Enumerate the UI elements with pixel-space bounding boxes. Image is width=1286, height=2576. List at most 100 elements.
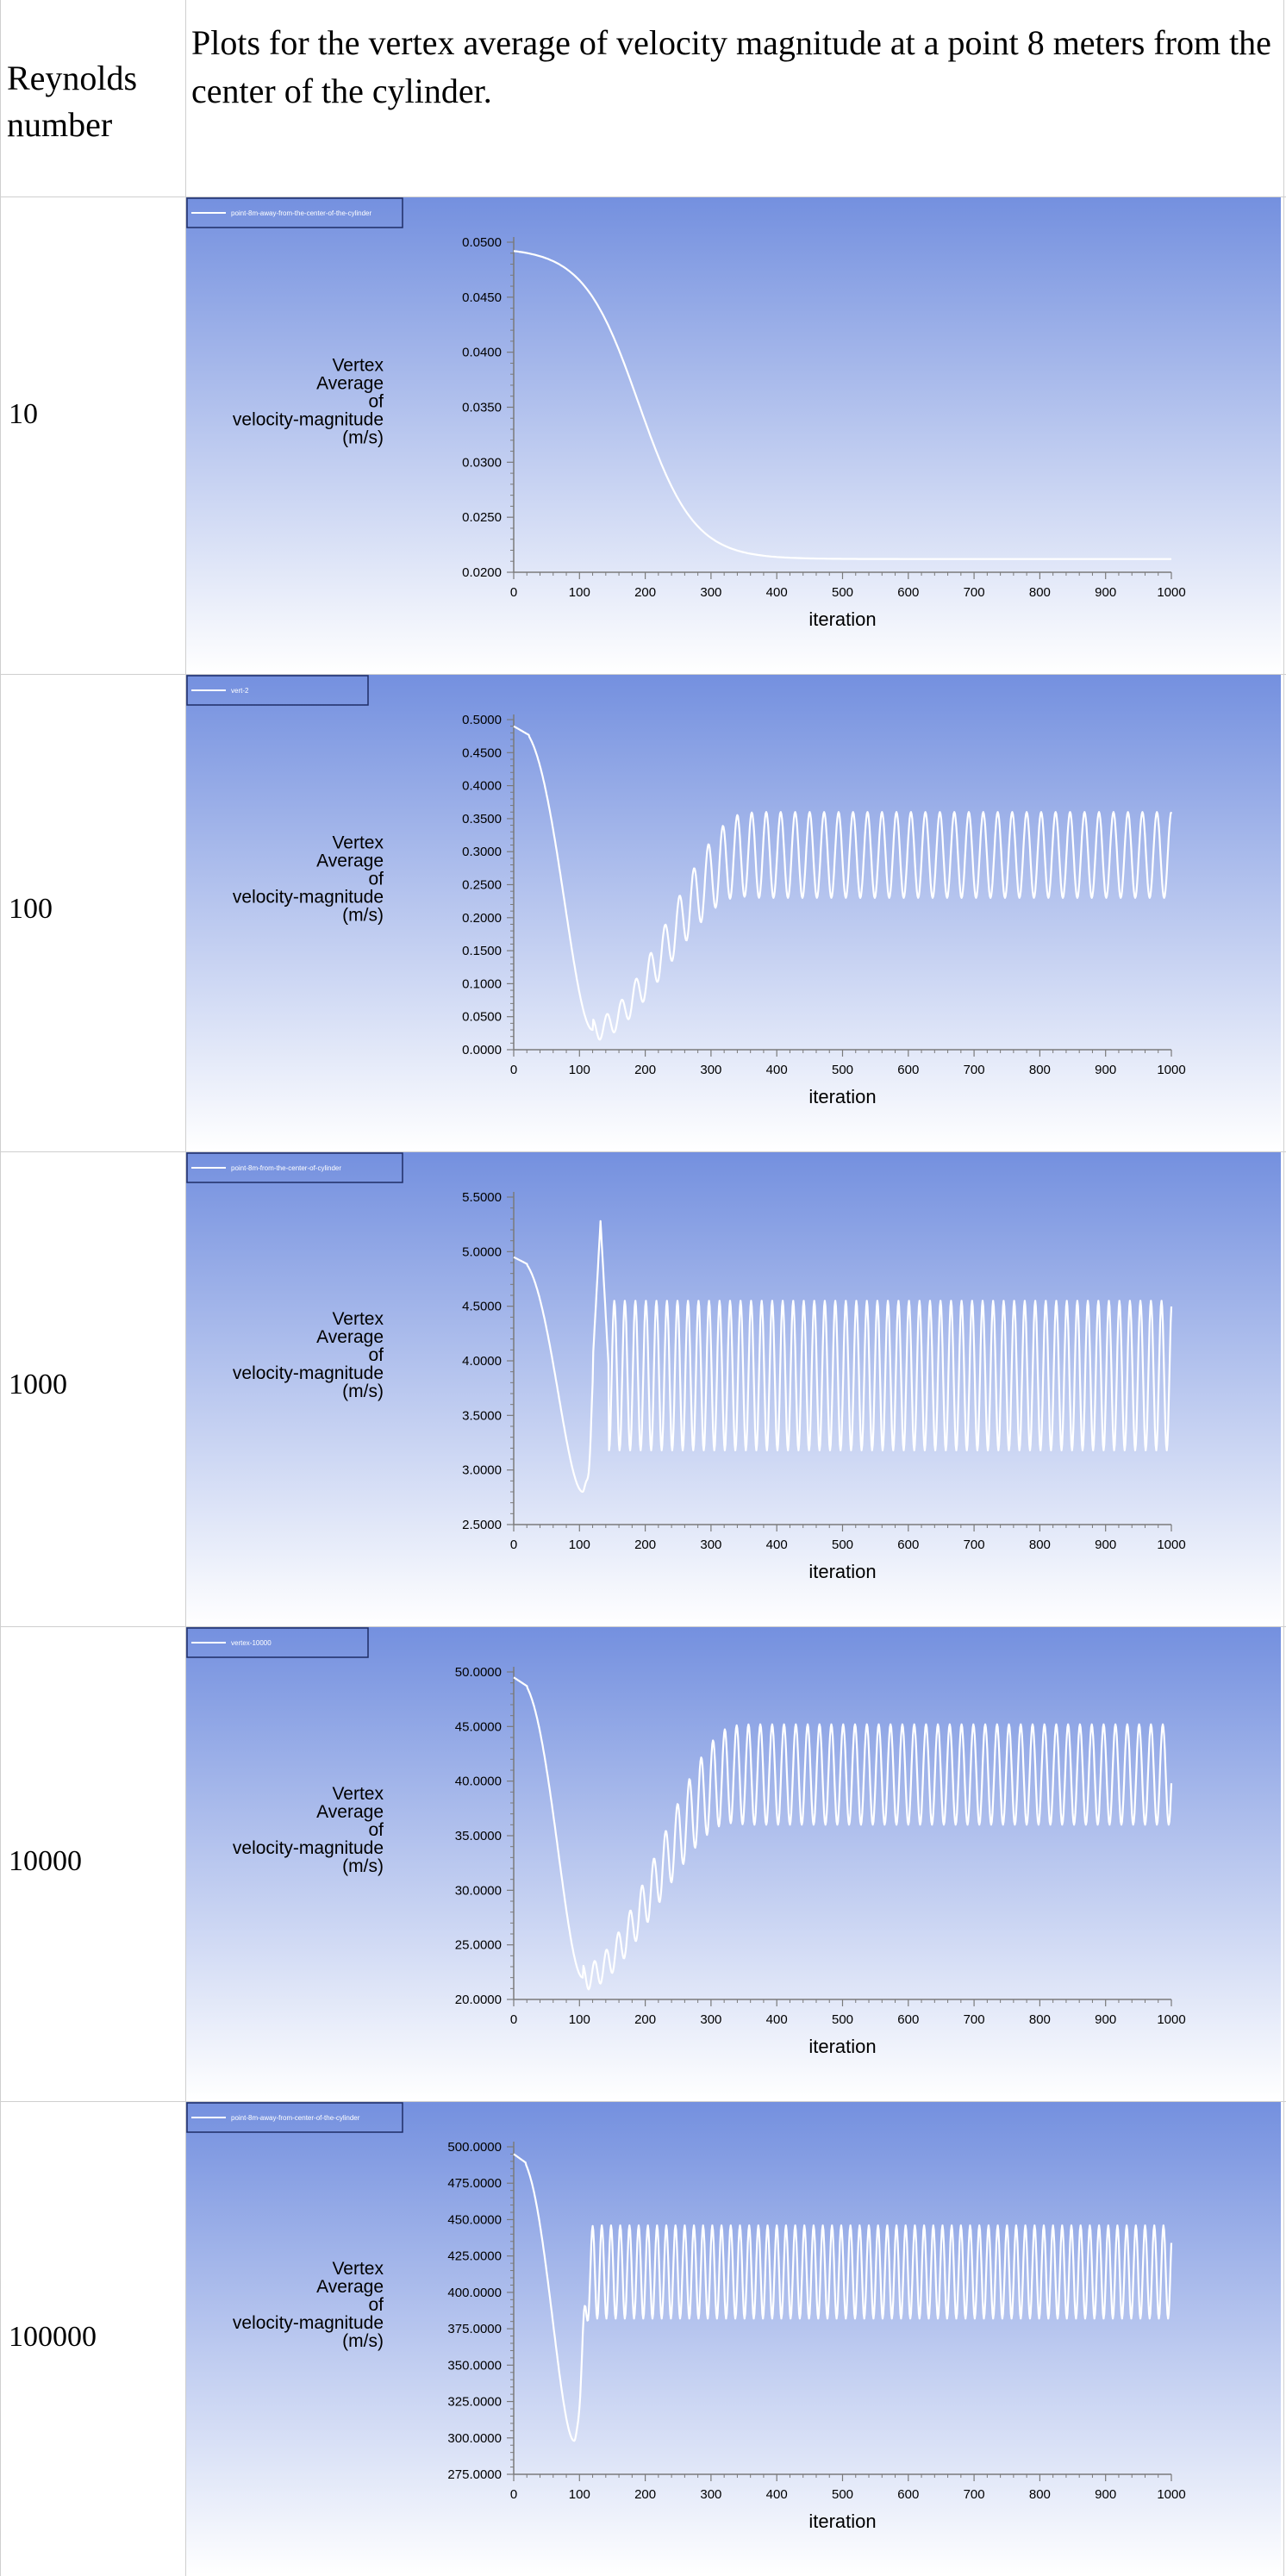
y-tick-label: 0.5000 — [462, 713, 502, 727]
y-tick-label: 0.4500 — [462, 745, 502, 760]
y-axis-label-line: Average — [316, 2277, 384, 2297]
y-tick-label: 0.1000 — [462, 976, 502, 991]
chart-legend: vertex-10000 — [186, 1627, 369, 1658]
y-axis-label-line: velocity-magnitude — [233, 1838, 384, 1858]
legend-frame — [186, 1152, 403, 1183]
reynolds-value: 10 — [9, 398, 38, 430]
x-tick-label: 1000 — [1157, 2012, 1185, 2027]
y-axis-label-line: velocity-magnitude — [233, 410, 384, 430]
y-axis-label-line: of — [368, 1820, 384, 1840]
y-tick-label: 475.0000 — [447, 2176, 502, 2191]
y-tick-label: 300.0000 — [447, 2431, 502, 2446]
legend-label: vert-2 — [231, 687, 249, 695]
y-tick-label: 275.0000 — [447, 2467, 502, 2482]
x-axis-label: iteration — [808, 2036, 876, 2057]
x-tick-label: 400 — [766, 2012, 788, 2027]
table-border-middle — [185, 0, 186, 2576]
x-tick-label: 200 — [634, 2012, 656, 2027]
y-tick-label: 5.5000 — [462, 1190, 502, 1205]
x-tick-label: 700 — [964, 1537, 985, 1552]
chart-svg: point-8m-from-the-center-of-cylinder 2.50… — [186, 1152, 1281, 1625]
x-tick-label: 300 — [700, 2487, 721, 2502]
y-tick-label: 450.0000 — [447, 2212, 502, 2227]
y-axis-label-line: (m/s) — [342, 1856, 384, 1876]
x-tick-label: 400 — [766, 1063, 788, 1077]
chart-background — [186, 2102, 1281, 2575]
reynolds-value: 100 — [9, 893, 53, 925]
y-tick-label: 30.0000 — [455, 1883, 502, 1898]
y-axis-label-line: Vertex — [332, 833, 384, 853]
table-row-divider — [0, 2101, 1286, 2102]
table-border-right — [1283, 0, 1284, 2576]
series-line — [513, 2153, 1173, 2442]
x-axis-label: iteration — [808, 608, 876, 630]
y-tick-label: 4.0000 — [462, 1354, 502, 1369]
y-axis-label-line: Average — [316, 1327, 384, 1347]
x-tick-label: 100 — [569, 585, 590, 600]
y-tick-label: 0.0500 — [462, 235, 502, 250]
plot-re-100000: point-8m-away-from-center-of-the-cylinde… — [186, 2102, 1281, 2575]
x-tick-label: 700 — [964, 2012, 985, 2027]
x-tick-label: 1000 — [1157, 585, 1185, 600]
series-line — [513, 250, 1171, 560]
chart-svg: vertex-10000 20.0000 25.0000 30.0000 35.0000… — [186, 1627, 1281, 2100]
y-axis-label-line: velocity-magnitude — [233, 2313, 384, 2333]
legend-label: point-8m-from-the-center-of-cylinder — [231, 1164, 341, 1172]
y-axis-label-line: Vertex — [332, 2259, 384, 2279]
table-border-left — [0, 0, 1, 2576]
y-axis-label-line: Average — [316, 374, 384, 394]
plot-re-10000: vertex-10000 20.0000 25.0000 30.0000 35.0000… — [186, 1627, 1281, 2100]
y-axis-label-line: Average — [316, 1802, 384, 1822]
x-tick-label: 900 — [1095, 1063, 1116, 1077]
y-tick-label: 35.0000 — [455, 1829, 502, 1843]
x-tick-label: 300 — [700, 1063, 721, 1077]
x-tick-label: 400 — [766, 1537, 788, 1552]
y-axis-label-line: velocity-magnitude — [233, 888, 384, 908]
y-tick-label: 25.0000 — [455, 1938, 502, 1953]
chart-legend: point-8m-from-the-center-of-cylinder — [186, 1152, 403, 1183]
y-axis-label-line: (m/s) — [342, 1382, 384, 1401]
x-tick-label: 600 — [897, 2487, 919, 2502]
x-tick-label: 0 — [510, 1537, 517, 1552]
x-tick-label: 0 — [510, 1063, 517, 1077]
y-axis-label-line: Vertex — [332, 1784, 384, 1804]
x-tick-label: 600 — [897, 1063, 919, 1077]
x-tick-label: 700 — [964, 1063, 985, 1077]
y-tick-label: 425.0000 — [447, 2249, 502, 2264]
y-tick-label: 400.0000 — [447, 2286, 502, 2300]
y-tick-label: 0.2000 — [462, 911, 502, 926]
series-line — [513, 1219, 1173, 1494]
y-tick-label: 500.0000 — [447, 2140, 502, 2155]
x-tick-label: 1000 — [1157, 1537, 1185, 1552]
y-axis-label-line: of — [368, 2295, 384, 2315]
chart-background — [186, 675, 1281, 1151]
x-tick-label: 300 — [700, 585, 721, 600]
x-axis-label: iteration — [808, 1561, 876, 1582]
x-tick-label: 900 — [1095, 2487, 1116, 2502]
plot-re-10: point-8m-away-from-the-center-of-the-cyl… — [186, 197, 1281, 673]
x-tick-label: 1000 — [1157, 2487, 1185, 2502]
legend-frame — [186, 2102, 403, 2133]
x-tick-label: 800 — [1029, 2012, 1051, 2027]
y-tick-label: 0.2500 — [462, 878, 502, 893]
legend-frame — [186, 1627, 369, 1658]
x-tick-label: 100 — [569, 1537, 590, 1552]
y-tick-label: 5.0000 — [462, 1244, 502, 1259]
x-tick-label: 200 — [634, 1063, 656, 1077]
y-axis-label-line: (m/s) — [342, 2331, 384, 2351]
y-tick-label: 0.0400 — [462, 346, 502, 360]
x-tick-label: 100 — [569, 1063, 590, 1077]
series-line — [513, 1676, 1173, 1991]
x-tick-label: 800 — [1029, 1537, 1051, 1552]
x-tick-label: 500 — [832, 2012, 853, 2027]
x-axis-label: iteration — [808, 2511, 876, 2532]
chart-svg: vert-2 0.0000 0.0500 0.1000 0.1500 0.2000 0.25… — [186, 675, 1281, 1151]
reynolds-value: 100000 — [9, 2321, 97, 2353]
y-tick-label: 350.0000 — [447, 2358, 502, 2373]
y-tick-label: 0.4000 — [462, 779, 502, 794]
series-line — [513, 725, 1173, 1041]
header-reynolds-number: Reynolds number — [7, 59, 138, 144]
x-tick-label: 500 — [832, 2487, 853, 2502]
y-tick-label: 20.0000 — [455, 1993, 502, 2007]
